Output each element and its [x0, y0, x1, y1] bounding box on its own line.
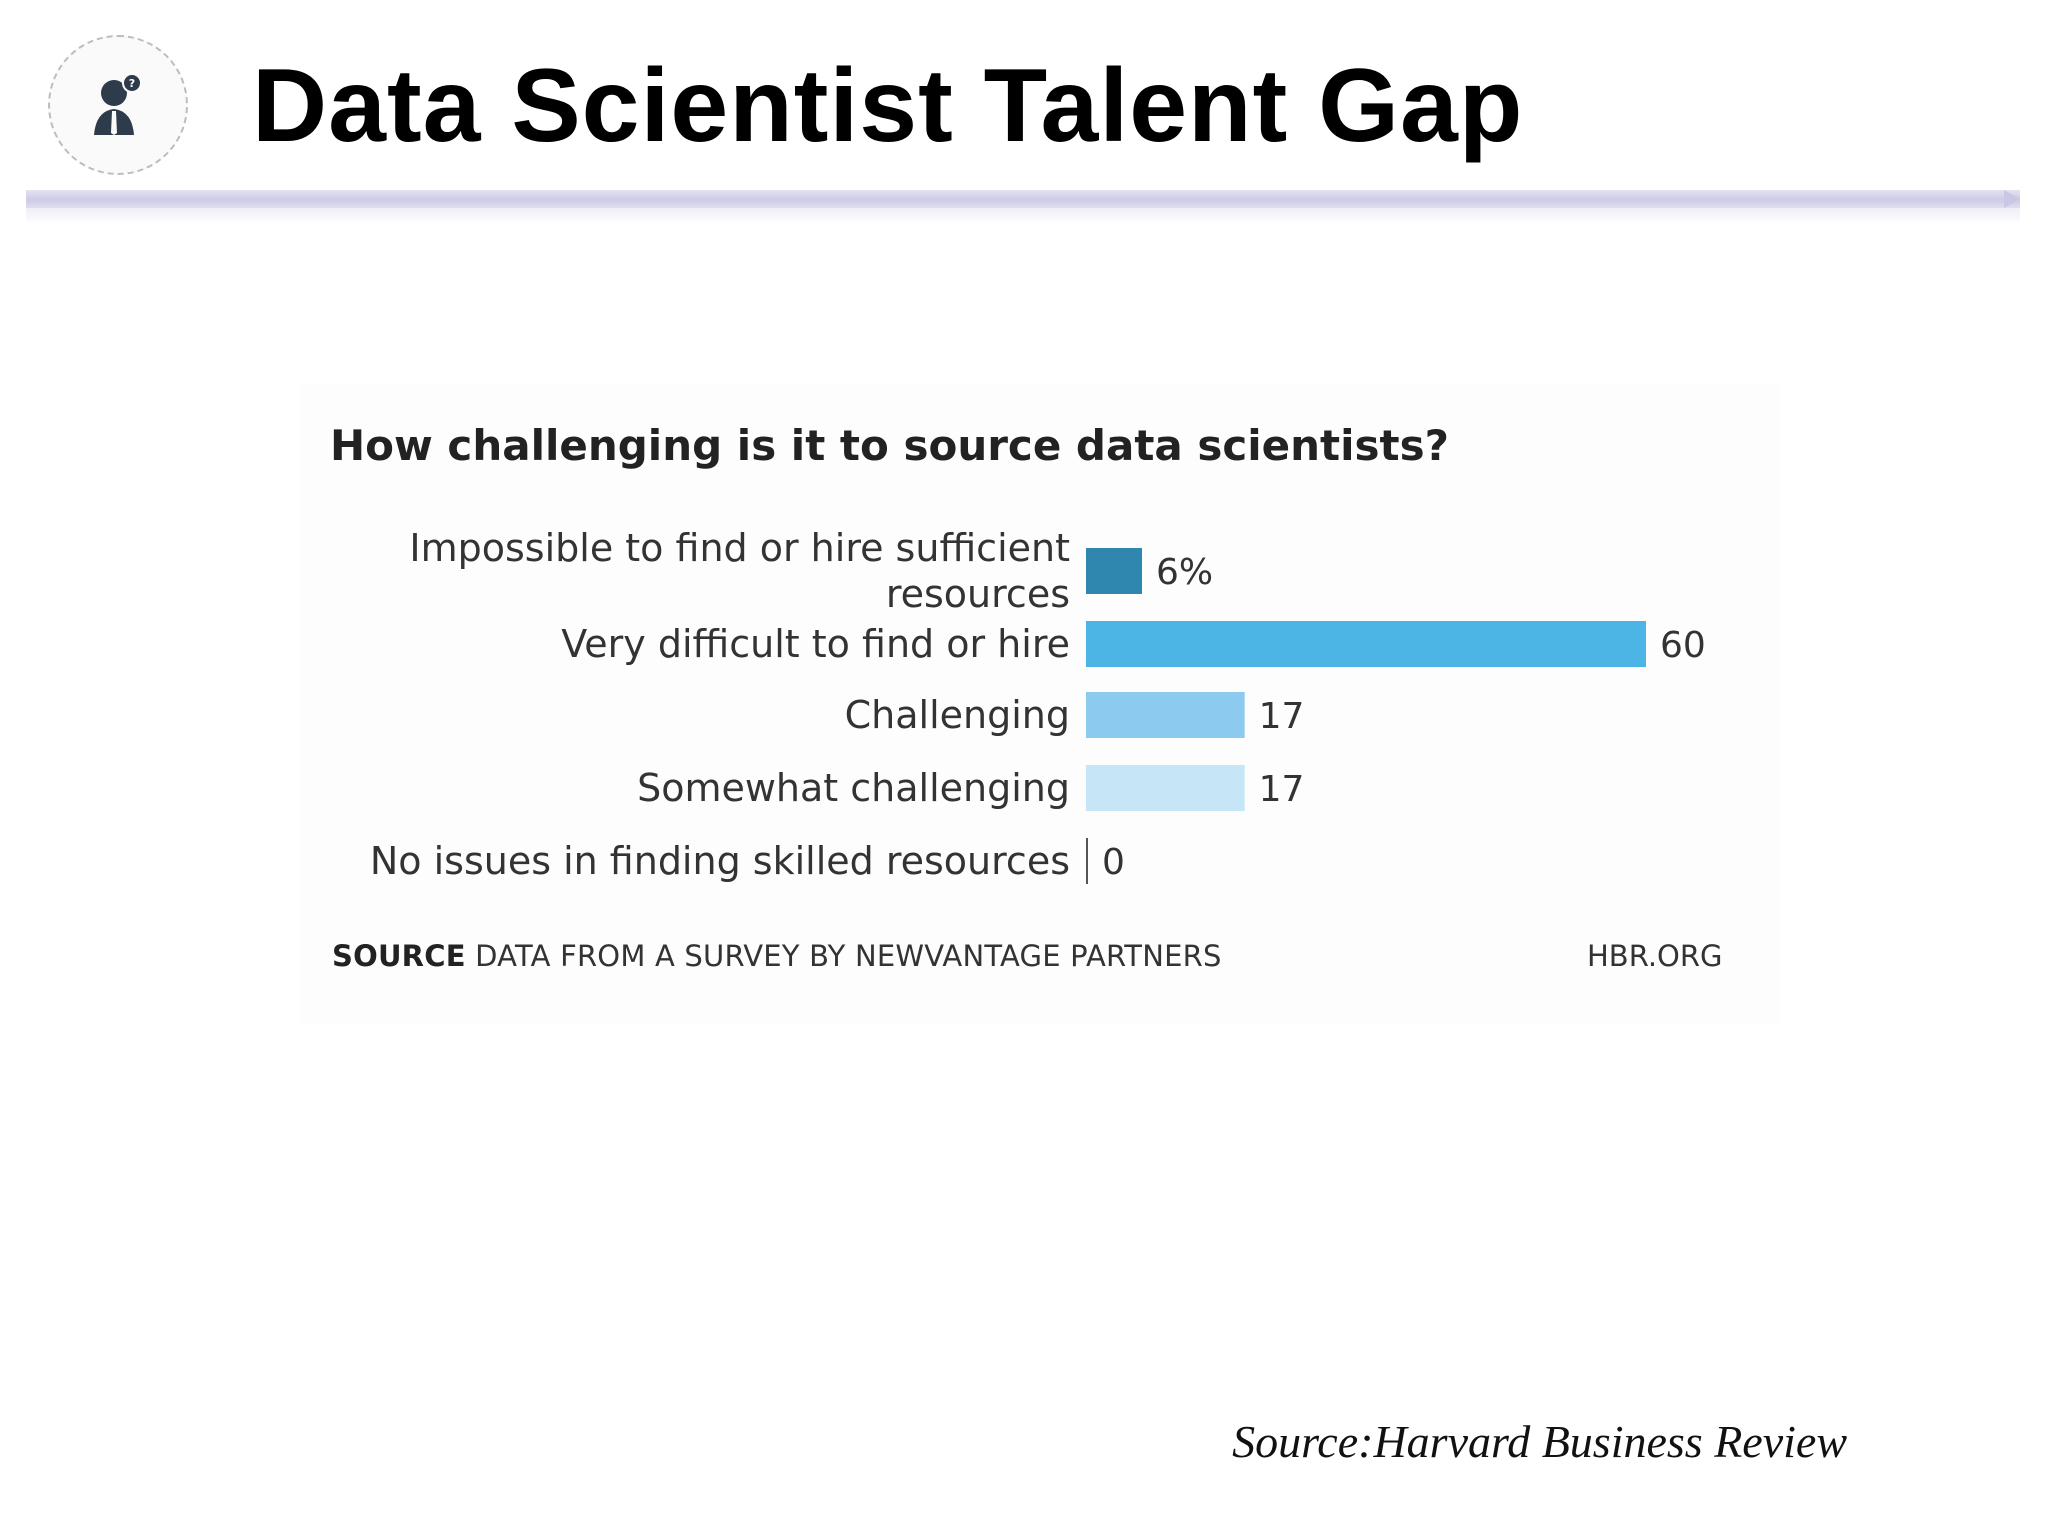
person-question-icon: ? [94, 73, 142, 135]
logo-badge: ? [48, 35, 188, 175]
slide-source-caption: Source:Harvard Business Review [1232, 1416, 1847, 1467]
category-label: No issues in finding skilled resources [370, 839, 1070, 883]
data-label: 60 [1660, 625, 1706, 666]
chart-panel [300, 385, 1780, 1025]
bar [1086, 765, 1245, 811]
chart-credit: HBR.ORG [1587, 939, 1723, 973]
page-title: Data Scientist Talent Gap [252, 48, 1524, 164]
svg-text:?: ? [129, 77, 135, 90]
bar [1086, 692, 1245, 738]
chart-title: How challenging is it to source data sci… [330, 421, 1449, 470]
category-label: Somewhat challenging [637, 766, 1070, 810]
data-label: 6% [1156, 552, 1213, 593]
data-label: 17 [1259, 769, 1305, 810]
source-text: DATA FROM A SURVEY BY NEWVANTAGE PARTNER… [475, 939, 1222, 973]
data-label: 0 [1102, 842, 1125, 883]
bar [1086, 621, 1646, 667]
divider-arrow-cap [2004, 190, 2020, 208]
category-label: Very difficult to find or hire [561, 622, 1070, 666]
source-label: SOURCE [332, 939, 466, 973]
title-divider-shadow [26, 208, 2020, 224]
title-divider [26, 190, 2020, 208]
bar [1086, 838, 1088, 884]
category-label: resources [886, 572, 1070, 616]
bar [1086, 548, 1142, 594]
category-label: Impossible to find or hire sufficient [409, 526, 1070, 570]
chart-source-note: SOURCE DATA FROM A SURVEY BY NEWVANTAGE … [332, 938, 1222, 974]
category-label: Challenging [845, 693, 1070, 737]
data-label: 17 [1259, 696, 1305, 737]
